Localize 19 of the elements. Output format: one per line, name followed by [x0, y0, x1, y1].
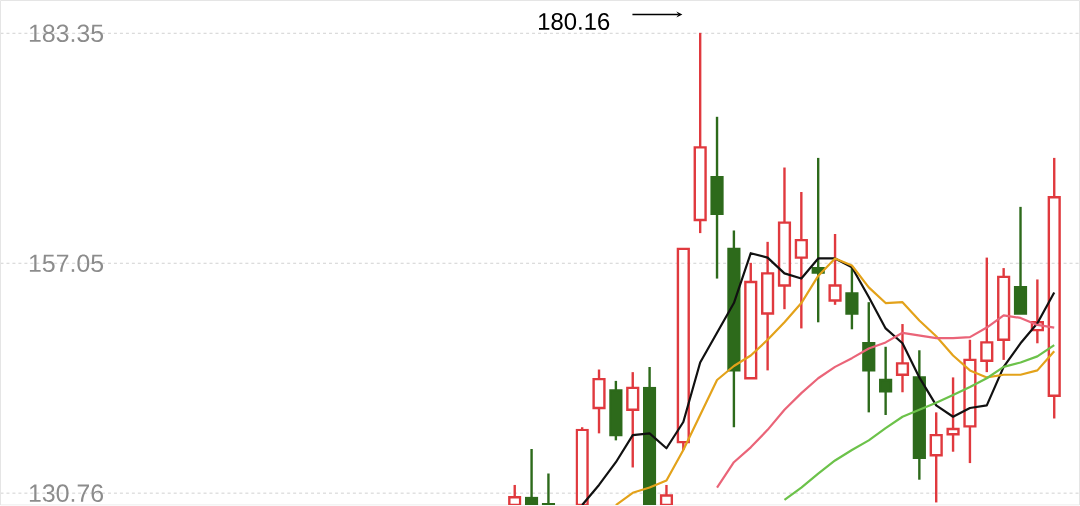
y-tick-label: 183.35: [29, 24, 104, 43]
candlestick: [659, 483, 674, 506]
line-series: [783, 344, 1056, 502]
candlestick: [777, 166, 792, 311]
candlestick: [845, 266, 859, 331]
candlestick: [794, 191, 808, 330]
candlestick: [895, 323, 910, 394]
candlestick: [963, 338, 977, 465]
y-tick-label: 130.76: [29, 484, 103, 503]
candlestick: [997, 267, 1011, 362]
candlestick: [1030, 278, 1044, 345]
annotation: 180.16: [539, 13, 610, 31]
candlestick: [929, 411, 943, 504]
candlestick: [811, 156, 825, 324]
candlestick: [761, 240, 775, 372]
candlestick: [744, 261, 758, 380]
y-tick-label: 157.05: [29, 254, 104, 273]
candlestick: [879, 345, 893, 417]
candlestick: [1047, 156, 1061, 420]
